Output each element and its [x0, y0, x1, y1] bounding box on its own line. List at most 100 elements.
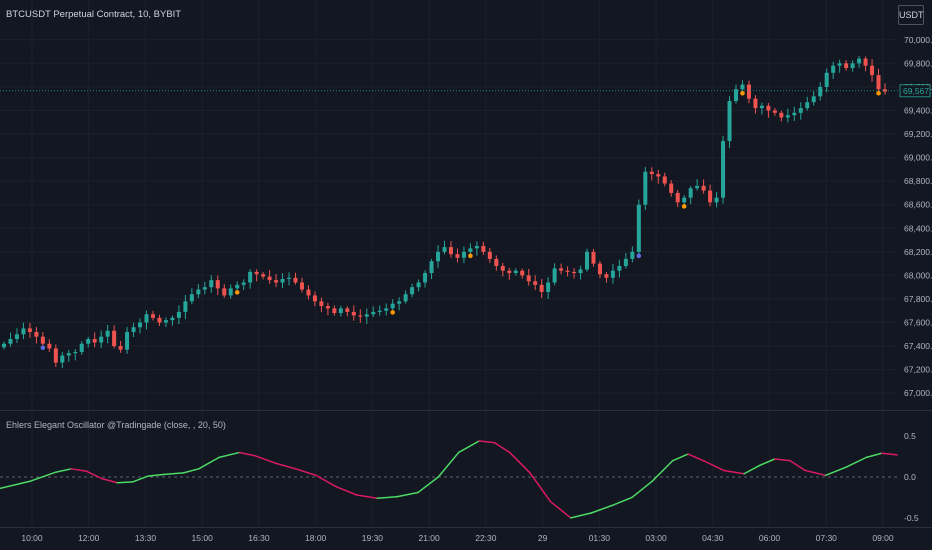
candle	[345, 306, 350, 317]
time-axis[interactable]: 10:00 12:00 13:30 15:00 16:30 18:00 19:30 21:00…	[21, 533, 894, 543]
price-tick-label: 70,000.0	[904, 35, 932, 45]
candle	[403, 290, 408, 304]
candle	[824, 68, 829, 93]
candle	[92, 332, 97, 348]
candle-body	[332, 308, 337, 314]
time-tick-label: 13:30	[135, 533, 157, 543]
oscillator-line[interactable]	[0, 440, 898, 519]
candle	[610, 264, 615, 284]
signal-dot	[468, 253, 473, 259]
oscillator-segment	[493, 441, 511, 454]
candle-body	[358, 315, 363, 317]
candle	[150, 310, 156, 321]
time-tick-label: 03:00	[645, 533, 667, 543]
candle-body	[254, 271, 259, 275]
candle-body	[8, 339, 13, 344]
symbol-title[interactable]: BTCUSDT Perpetual Contract, 10, BYBIT	[6, 9, 181, 20]
signal-dots	[40, 90, 881, 351]
candle-body	[40, 336, 45, 344]
candle	[73, 349, 78, 361]
candle	[811, 91, 816, 106]
oscillator-segment	[590, 504, 613, 514]
oscillator-segment	[254, 454, 276, 464]
candle-body	[494, 258, 499, 266]
time-tick-label: 10:00	[21, 533, 43, 543]
indicator-title[interactable]: Ehlers Elegant Oscillator @Tradingade (c…	[6, 420, 226, 430]
candle-body	[688, 188, 693, 198]
price-tick-label: 68,200.0	[904, 247, 932, 257]
candle	[364, 308, 369, 324]
candle	[384, 303, 389, 316]
candle-body	[176, 311, 181, 318]
candle-body	[792, 112, 797, 116]
candle-body	[474, 245, 479, 249]
candle-body	[293, 277, 298, 283]
candle-body	[228, 288, 233, 296]
candle	[222, 284, 227, 298]
price-tick-label: 68,600.0	[904, 200, 932, 210]
candle-body	[656, 174, 661, 177]
candle-body	[714, 197, 719, 203]
candle	[533, 275, 538, 291]
candle	[585, 248, 590, 272]
candle	[746, 80, 751, 104]
oscillator-tick-label: 0.5	[904, 431, 916, 441]
candle-body	[150, 314, 156, 318]
candle	[623, 253, 628, 269]
candle-body	[837, 63, 842, 66]
candle-body	[481, 245, 486, 252]
candle-body	[591, 251, 596, 264]
candle-body	[759, 105, 764, 109]
candle	[338, 305, 343, 317]
candle-body	[79, 343, 84, 352]
candle	[604, 271, 609, 283]
candle-body	[345, 308, 350, 312]
candle	[53, 344, 58, 367]
candle-body	[202, 287, 207, 290]
candle-body	[99, 336, 104, 343]
currency-button[interactable]: USDT	[898, 5, 924, 25]
candle-body	[280, 278, 285, 283]
candle-body	[377, 310, 382, 312]
oscillator-axis[interactable]: 0.5 0.0 -0.5	[904, 431, 919, 523]
candle-body	[533, 281, 538, 285]
candle	[429, 258, 434, 280]
candle-body	[578, 269, 583, 274]
candle	[163, 317, 168, 328]
oscillator-segment	[396, 491, 419, 498]
candle-body	[487, 251, 492, 259]
price-tick-label: 67,000.0	[904, 388, 932, 398]
candle-body	[364, 314, 369, 317]
candle-body	[21, 328, 26, 335]
candle	[772, 107, 777, 116]
candle	[863, 56, 868, 72]
oscillator-segment	[315, 474, 338, 488]
oscillator-segment	[651, 459, 674, 482]
candlestick-series[interactable]	[1, 56, 888, 368]
candle-body	[636, 204, 641, 252]
candle	[455, 248, 460, 263]
candle-body	[53, 348, 58, 363]
candle	[118, 340, 123, 353]
oscillator-segment	[29, 471, 57, 482]
candle-body	[559, 268, 564, 271]
candle-body	[798, 108, 803, 113]
candle	[481, 241, 486, 255]
oscillator-segment	[218, 451, 241, 459]
candle-body	[287, 277, 292, 279]
oscillator-segment	[417, 476, 440, 494]
candle-body	[105, 330, 110, 337]
candle-body	[410, 287, 415, 295]
candle-body	[552, 268, 557, 283]
candle	[792, 106, 797, 121]
oscillator-segment	[238, 451, 256, 457]
candle-body	[163, 320, 168, 323]
candle	[766, 102, 771, 118]
candle	[876, 68, 881, 92]
price-tick-label: 69,400.0	[904, 105, 932, 115]
candle	[675, 189, 680, 208]
oscillator-segment	[865, 452, 883, 459]
candle	[261, 272, 266, 280]
candle	[546, 277, 551, 299]
